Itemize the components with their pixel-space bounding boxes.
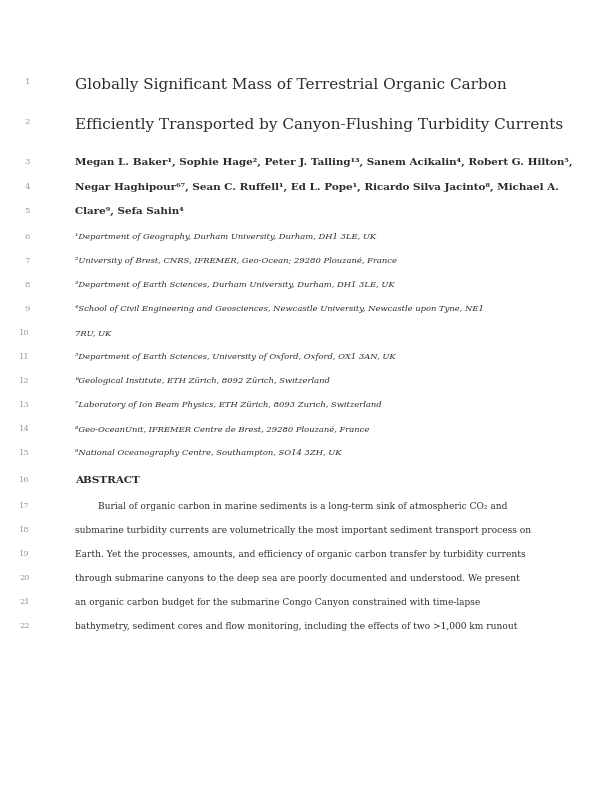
Text: 20: 20	[20, 574, 30, 582]
Text: Earth. Yet the processes, amounts, and efficiency of organic carbon transfer by : Earth. Yet the processes, amounts, and e…	[75, 550, 526, 559]
Text: 15: 15	[19, 449, 30, 457]
Text: ⁴School of Civil Engineering and Geosciences, Newcastle University, Newcastle up: ⁴School of Civil Engineering and Geoscie…	[75, 305, 484, 313]
Text: 3: 3	[24, 158, 30, 166]
Text: Clare⁹, Sefa Sahin⁴: Clare⁹, Sefa Sahin⁴	[75, 207, 184, 216]
Text: ²University of Brest, CNRS, IFREMER, Geo-Ocean; 29280 Plouzané, France: ²University of Brest, CNRS, IFREMER, Geo…	[75, 257, 397, 265]
Text: Efficiently Transported by Canyon-Flushing Turbidity Currents: Efficiently Transported by Canyon-Flushi…	[75, 118, 563, 132]
Text: 13: 13	[19, 401, 30, 409]
Text: an organic carbon budget for the submarine Congo Canyon constrained with time-la: an organic carbon budget for the submari…	[75, 598, 480, 607]
Text: 10: 10	[20, 329, 30, 337]
Text: 9: 9	[24, 305, 30, 313]
Text: 2: 2	[24, 118, 30, 126]
Text: 22: 22	[20, 622, 30, 630]
Text: 18: 18	[19, 526, 30, 534]
Text: 17: 17	[19, 502, 30, 510]
Text: through submarine canyons to the deep sea are poorly documented and understood. : through submarine canyons to the deep se…	[75, 574, 520, 583]
Text: submarine turbidity currents are volumetrically the most important sediment tran: submarine turbidity currents are volumet…	[75, 526, 531, 535]
Text: 12: 12	[20, 377, 30, 385]
Text: Megan L. Baker¹, Sophie Hage², Peter J. Talling¹³, Sanem Acikalin⁴, Robert G. Hi: Megan L. Baker¹, Sophie Hage², Peter J. …	[75, 158, 572, 167]
Text: 1: 1	[24, 78, 30, 86]
Text: Negar Haghipour⁶⁷, Sean C. Ruffell¹, Ed L. Pope¹, Ricardo Silva Jacinto⁸, Michae: Negar Haghipour⁶⁷, Sean C. Ruffell¹, Ed …	[75, 183, 559, 192]
Text: ⁸Geo-OceanUnit, IFREMER Centre de Brest, 29280 Plouzané, France: ⁸Geo-OceanUnit, IFREMER Centre de Brest,…	[75, 425, 370, 433]
Text: 11: 11	[19, 353, 30, 361]
Text: ⁷Laboratory of Ion Beam Physics, ETH Zürich, 8093 Zurich, Switzerland: ⁷Laboratory of Ion Beam Physics, ETH Zür…	[75, 401, 382, 409]
Text: 8: 8	[24, 281, 30, 289]
Text: 7RU, UK: 7RU, UK	[75, 329, 111, 337]
Text: 5: 5	[24, 207, 30, 215]
Text: ⁵Department of Earth Sciences, University of Oxford, Oxford, OX1 3AN, UK: ⁵Department of Earth Sciences, Universit…	[75, 353, 395, 361]
Text: 6: 6	[24, 233, 30, 241]
Text: ⁶Geological Institute, ETH Zürich, 8092 Zürich, Switzerland: ⁶Geological Institute, ETH Zürich, 8092 …	[75, 377, 330, 385]
Text: Globally Significant Mass of Terrestrial Organic Carbon: Globally Significant Mass of Terrestrial…	[75, 78, 507, 92]
Text: 21: 21	[20, 598, 30, 606]
Text: ABSTRACT: ABSTRACT	[75, 476, 140, 485]
Text: bathymetry, sediment cores and flow monitoring, including the effects of two >1,: bathymetry, sediment cores and flow moni…	[75, 622, 518, 631]
Text: 19: 19	[19, 550, 30, 558]
Text: 7: 7	[24, 257, 30, 265]
Text: ³Department of Earth Sciences, Durham University, Durham, DH1 3LE, UK: ³Department of Earth Sciences, Durham Un…	[75, 281, 395, 289]
Text: ⁹National Oceanography Centre, Southampton, SO14 3ZH, UK: ⁹National Oceanography Centre, Southampt…	[75, 449, 341, 457]
Text: Burial of organic carbon in marine sediments is a long-term sink of atmospheric : Burial of organic carbon in marine sedim…	[75, 502, 507, 511]
Text: 4: 4	[24, 183, 30, 191]
Text: 14: 14	[19, 425, 30, 433]
Text: ¹Department of Geography, Durham University, Durham, DH1 3LE, UK: ¹Department of Geography, Durham Univers…	[75, 233, 376, 241]
Text: 16: 16	[20, 476, 30, 484]
